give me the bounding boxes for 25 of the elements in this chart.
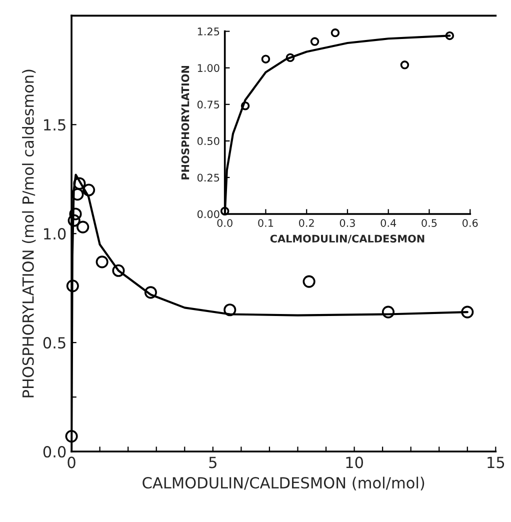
x-tick-label: 0.2 xyxy=(299,219,314,227)
y-tick-label: 1.00 xyxy=(198,64,220,72)
x-tick-label: 0.6 xyxy=(462,219,478,227)
y-tick-label: 0.5 xyxy=(43,337,66,349)
y-tick-label: 1.25 xyxy=(198,28,220,36)
x-axis-title: CALMODULIN/CALDESMON (mol/mol) xyxy=(142,476,424,490)
x-tick-label: 15 xyxy=(488,456,504,468)
x-tick-label: 0.5 xyxy=(422,219,437,227)
y-tick-label: 1.0 xyxy=(44,228,66,240)
y-tick-label: 0.25 xyxy=(197,174,220,182)
y-tick-label: 1.5 xyxy=(44,119,66,131)
y-tick-label: 0.75 xyxy=(197,100,220,109)
x-tick-label: 0.1 xyxy=(258,219,274,227)
y-tick-label: 0.50 xyxy=(197,137,220,146)
y-axis-title: PHOSPHORYLATION xyxy=(181,66,190,180)
y-tick-label: 0.0 xyxy=(43,446,66,458)
x-tick-label: 0.0 xyxy=(217,219,232,227)
x-tick-label: 0 xyxy=(68,456,76,468)
x-tick-label: 0.4 xyxy=(380,219,396,227)
x-axis-title: CALMODULIN/CALDESMON xyxy=(270,234,424,244)
x-tick-label: 0.3 xyxy=(340,219,355,227)
y-axis-title: PHOSPHORYLATION (mol P/mol caldesmon) xyxy=(22,70,36,398)
x-tick-label: 10 xyxy=(346,456,363,468)
y-tick-label: 0.00 xyxy=(197,210,220,218)
x-tick-label: 5 xyxy=(209,456,216,468)
